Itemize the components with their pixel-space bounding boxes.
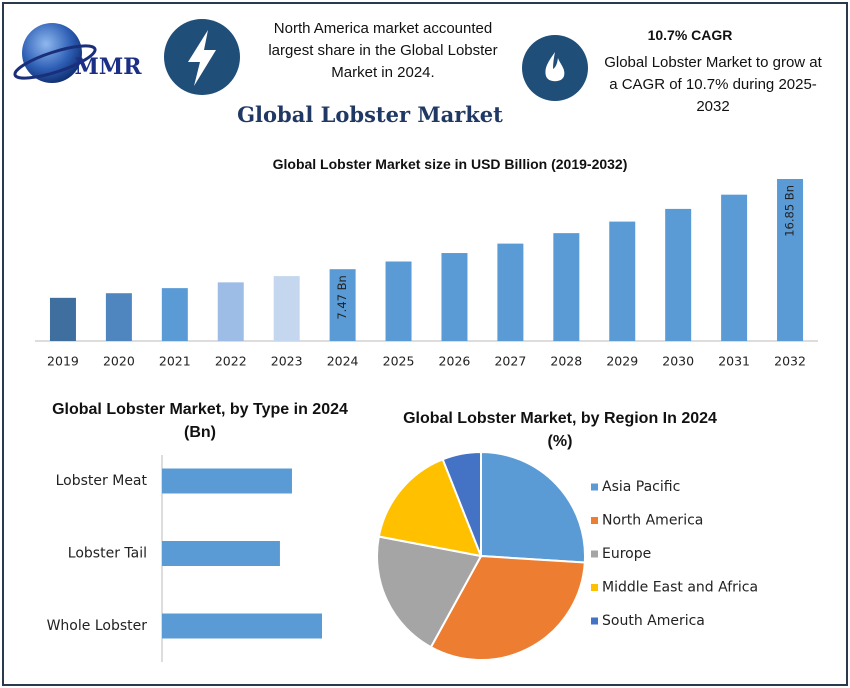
legend-swatch bbox=[591, 584, 598, 591]
x-tick-label: 2020 bbox=[103, 354, 135, 369]
bar bbox=[721, 194, 748, 341]
bar bbox=[441, 253, 468, 341]
x-tick-label: 2024 bbox=[327, 354, 359, 369]
pie-slice bbox=[429, 554, 586, 661]
cagr-title: 10.7% CAGR bbox=[647, 27, 733, 43]
bar bbox=[162, 468, 292, 494]
x-tick-label: 2019 bbox=[47, 354, 79, 369]
x-tick-label: 2021 bbox=[159, 354, 191, 369]
x-tick-label: 2032 bbox=[774, 354, 806, 369]
legend-label: Middle East and Africa bbox=[602, 580, 758, 596]
bar bbox=[217, 282, 244, 341]
x-tick-label: 2022 bbox=[215, 354, 247, 369]
bar bbox=[105, 293, 132, 341]
y-tick-label: Whole Lobster bbox=[47, 618, 148, 634]
y-tick-label: Lobster Tail bbox=[68, 546, 147, 562]
x-tick-label: 2025 bbox=[383, 354, 415, 369]
chart-title: Global Lobster Market, by Type in 2024 (… bbox=[52, 401, 348, 441]
blurb: North America market accounted largest s… bbox=[268, 20, 498, 81]
bar bbox=[161, 288, 188, 341]
bar bbox=[553, 233, 580, 341]
value-label: 7.47 Bn bbox=[335, 275, 349, 319]
x-tick-label: 2029 bbox=[606, 354, 638, 369]
legend-swatch bbox=[591, 550, 598, 558]
bar bbox=[497, 243, 524, 341]
bar bbox=[162, 541, 280, 566]
pie-slice bbox=[376, 535, 483, 649]
pie-slice bbox=[441, 450, 482, 557]
bar bbox=[329, 269, 356, 341]
x-tick-label: 2028 bbox=[550, 354, 582, 369]
pie-slice bbox=[377, 458, 483, 558]
bar bbox=[273, 276, 300, 341]
legend-label: Asia Pacific bbox=[602, 479, 680, 495]
bar bbox=[609, 221, 636, 341]
legend-swatch bbox=[591, 617, 598, 625]
value-label: 16.85 Bn bbox=[783, 185, 797, 237]
pie-slice bbox=[480, 450, 586, 564]
blurb: Global Lobster Market to grow at a CAGR … bbox=[604, 54, 822, 115]
flame-icon bbox=[545, 52, 565, 82]
bar bbox=[385, 261, 412, 341]
x-tick-label: 2030 bbox=[662, 354, 694, 369]
legend-label: Europe bbox=[602, 546, 651, 562]
legend-label: North America bbox=[602, 513, 703, 529]
y-tick-label: Lobster Meat bbox=[56, 473, 148, 489]
main-title: Global Lobster Market bbox=[237, 102, 503, 127]
x-tick-label: 2026 bbox=[439, 354, 471, 369]
bar bbox=[777, 179, 804, 341]
logo-text: MMR bbox=[75, 54, 143, 80]
chart-title: Global Lobster Market, by Region In 2024… bbox=[403, 410, 717, 450]
x-tick-label: 2023 bbox=[271, 354, 303, 369]
bar bbox=[49, 297, 76, 341]
x-tick-label: 2031 bbox=[718, 354, 750, 369]
bolt-icon bbox=[188, 30, 216, 86]
x-tick-label: 2027 bbox=[494, 354, 526, 369]
bar bbox=[665, 208, 692, 341]
legend-swatch bbox=[591, 517, 598, 524]
bar bbox=[162, 613, 322, 639]
legend-label: South America bbox=[602, 613, 705, 629]
chart-title: Global Lobster Market size in USD Billio… bbox=[272, 156, 628, 172]
legend-swatch bbox=[591, 483, 598, 491]
logo-ring bbox=[13, 44, 97, 80]
